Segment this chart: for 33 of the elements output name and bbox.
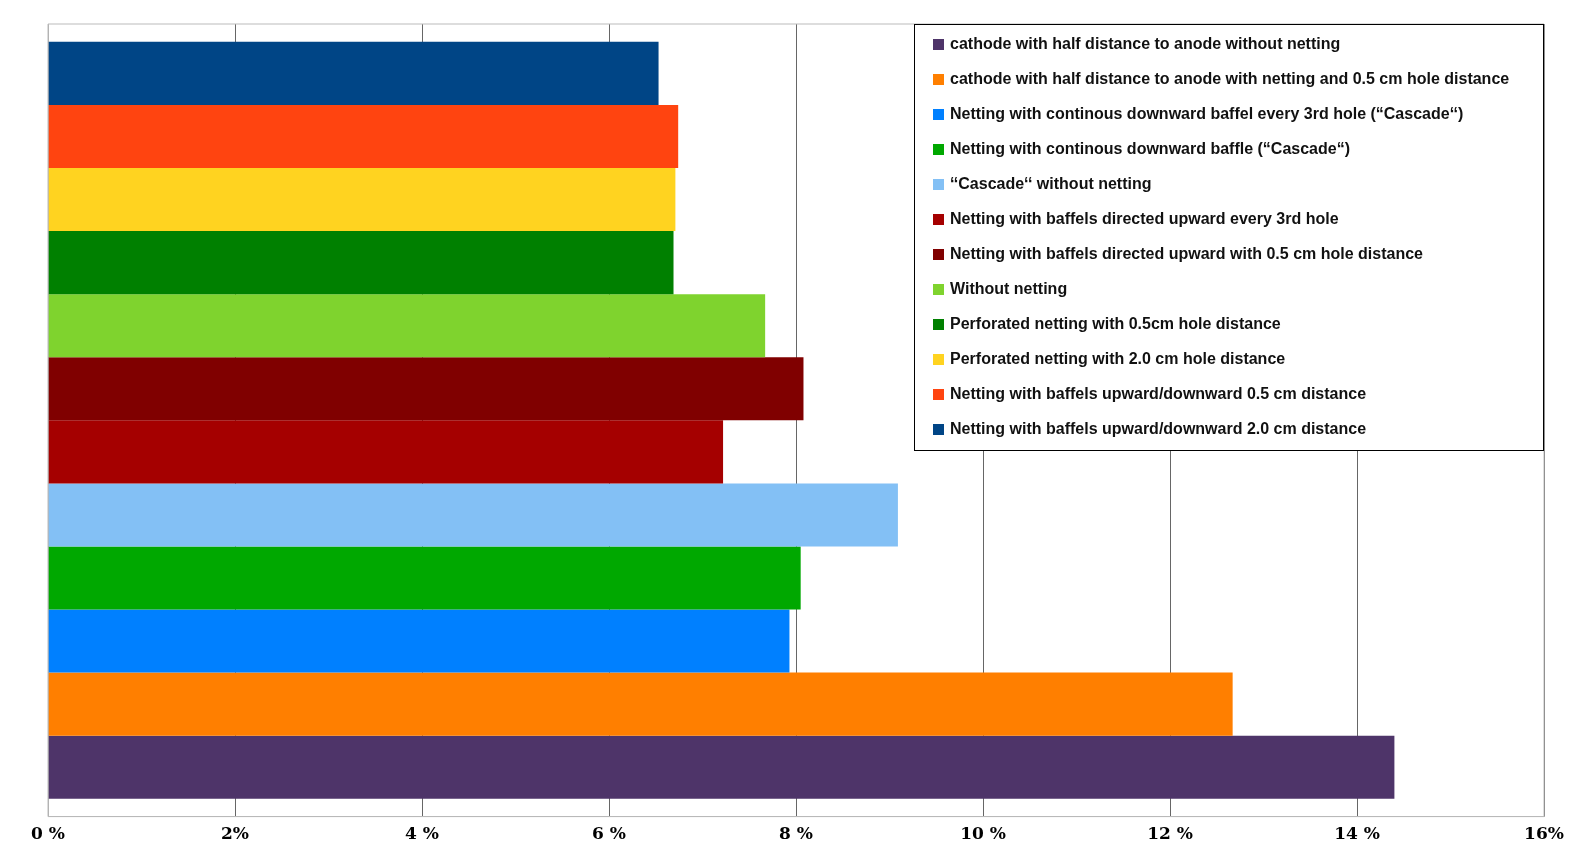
legend-label: Netting with baffels directed upward with 0.5 cm hole distance xyxy=(950,245,1423,263)
legend-label: Netting with baffels directed upward every 3rd hole xyxy=(950,210,1339,228)
x-tick-label: 8 % xyxy=(779,823,813,844)
x-tick-label: 0 % xyxy=(31,823,65,844)
legend-label: cathode with half distance to anode with netting and 0.5 cm hole distance xyxy=(950,70,1510,88)
bar xyxy=(48,483,898,547)
x-tick-label: 12 % xyxy=(1147,823,1193,844)
x-tick-label: 16% xyxy=(1524,823,1564,844)
bar xyxy=(48,735,1395,799)
bar xyxy=(48,231,674,295)
bar xyxy=(48,420,724,484)
x-tick-label: 4 % xyxy=(405,823,439,844)
x-tick-label: 10 % xyxy=(960,823,1006,844)
bar xyxy=(48,609,790,673)
legend-label: Perforated netting with 0.5cm hole distance xyxy=(950,315,1281,333)
legend-label: Perforated netting with 2.0 cm hole distance xyxy=(950,350,1286,368)
legend-label: Netting with continous downward baffel every 3rd hole (“Cascade‘‘) xyxy=(950,105,1464,123)
bar xyxy=(48,294,766,358)
legend-label: cathode with half distance to anode without netting xyxy=(950,35,1341,53)
legend-label: Without netting xyxy=(950,280,1068,298)
x-tick-label: 6 % xyxy=(592,823,626,844)
bar xyxy=(48,546,801,610)
legend-label: ‘‘Cascade‘‘ without netting xyxy=(950,175,1152,193)
x-tick-label: 2% xyxy=(221,823,249,844)
legend-label: Netting with baffels upward/downward 2.0 cm distance xyxy=(950,420,1367,438)
legend-label: Netting with baffels upward/downward 0.5 cm distance xyxy=(950,385,1367,403)
legend-label: Netting with continous downward baffle (“Cascade“) xyxy=(950,140,1351,158)
x-tick-label: 14 % xyxy=(1334,823,1380,844)
bar xyxy=(48,672,1233,736)
bar xyxy=(48,167,676,232)
bar xyxy=(48,357,804,421)
bar xyxy=(48,41,659,105)
bar xyxy=(48,104,679,168)
